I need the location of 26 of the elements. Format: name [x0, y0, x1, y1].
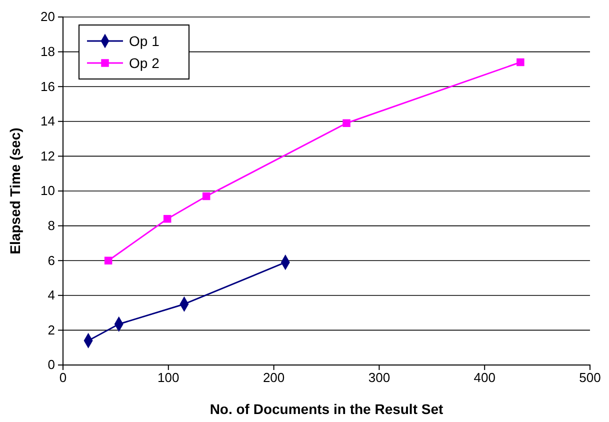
point [163, 214, 172, 223]
y-tick-label: 12 [40, 148, 55, 164]
x-tick-label: 100 [158, 370, 180, 386]
point [104, 256, 112, 264]
y-tick-label: 10 [40, 183, 55, 198]
point [342, 119, 350, 128]
x-tick-label: 0 [59, 370, 67, 386]
y-tick-label: 16 [40, 78, 55, 94]
x-tick-label: 500 [579, 370, 601, 386]
y-tick-label: 6 [48, 252, 55, 268]
y-tick-label: 2 [48, 322, 55, 338]
x-axis-title: No. of Documents in the Result Set [210, 401, 444, 417]
x-tick-label: 200 [262, 370, 285, 386]
y-tick-label: 8 [48, 218, 55, 233]
x-tick-label: 400 [474, 370, 496, 386]
y-tick-label: 20 [40, 9, 55, 24]
point [202, 192, 210, 200]
y-tick-label: 4 [48, 288, 55, 303]
y-tick-label: 18 [40, 44, 55, 59]
x-tick-label: 300 [368, 370, 390, 386]
legend-label: Op 1 [129, 33, 160, 49]
point [516, 58, 524, 66]
y-axis-title: Elapsed Time (sec) [7, 128, 23, 254]
y-tick-label: 0 [48, 357, 55, 372]
legend-label: Op 2 [129, 55, 160, 71]
y-tick-label: 14 [40, 114, 55, 129]
